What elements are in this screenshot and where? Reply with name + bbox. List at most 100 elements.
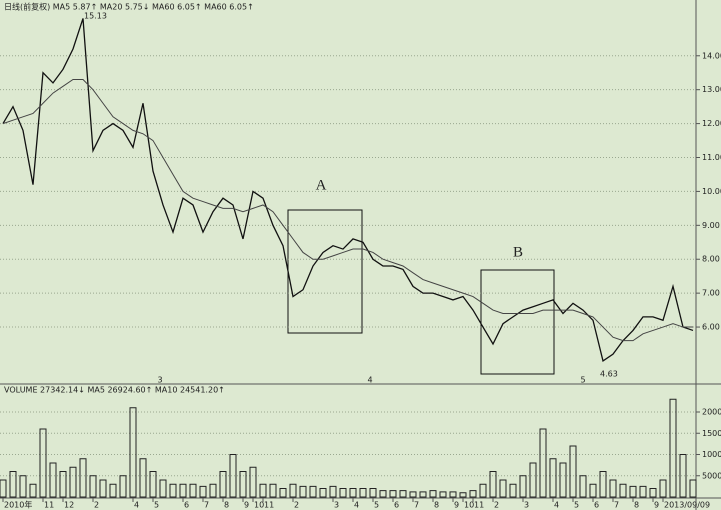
volume-bar: [139, 458, 147, 498]
volume-bar: [149, 471, 157, 498]
volume-bar: [159, 479, 167, 498]
x-tick-label: 3: [334, 501, 339, 510]
volume-bar: [389, 490, 397, 498]
volume-bar: [589, 483, 597, 498]
x-tick-label: 8: [224, 501, 229, 510]
price-header: 日线(前复权) MA5 5.87↑ MA20 5.75↓ MA60 6.05↑ …: [4, 2, 254, 12]
x-tick-label: 8: [634, 501, 639, 510]
volume-bar: [499, 479, 507, 498]
volume-bar: [569, 445, 577, 498]
volume-bar: [479, 483, 487, 498]
x-tick-label: 3: [524, 501, 529, 510]
volume-bar: [179, 483, 187, 498]
y-tick-label: 10000: [702, 450, 721, 459]
y-tick-label: 9.00: [702, 221, 720, 230]
volume-bar: [439, 491, 447, 498]
x-tick-label: 11: [474, 501, 484, 510]
volume-bar: [559, 462, 567, 498]
volume-bar: [299, 485, 307, 498]
x-tick-label: 2010年: [4, 500, 32, 510]
volume-bar: [629, 485, 637, 498]
volume-header: VOLUME 27342.14↓ MA5 26924.60↑ MA10 2454…: [4, 386, 225, 395]
annotation: B: [513, 244, 523, 260]
volume-bar: [579, 475, 587, 498]
x-tick-label: 4: [354, 501, 359, 510]
x-tick-label: 10: [464, 501, 474, 510]
x-tick-label: 2: [294, 501, 299, 510]
volume-bar: [199, 485, 207, 498]
y-tick-label: 5000: [702, 471, 721, 480]
y-tick-label: 7.00: [702, 289, 720, 298]
volume-bar: [319, 488, 327, 498]
price-line: [2, 18, 694, 363]
y-tick-label: 14.00: [702, 51, 721, 60]
y-tick-label: 10.00: [702, 187, 721, 196]
volume-bar: [619, 483, 627, 498]
volume-bar: [229, 454, 237, 498]
y-tick-label: 20000: [702, 408, 721, 417]
volume-bar: [349, 488, 357, 498]
annotation: 4.63: [600, 370, 618, 379]
annotation: A: [316, 177, 327, 193]
volume-bar: [329, 485, 337, 498]
volume-bar: [59, 471, 67, 498]
x-tick-label: 6: [184, 501, 189, 510]
x-tick-label: 7: [614, 501, 619, 510]
x-tick-label: 4: [134, 501, 139, 510]
volume-bar: [449, 491, 457, 498]
y-tick-label: 12.00: [702, 119, 721, 128]
volume-bar: [219, 471, 227, 498]
y-tick-label: 8.00: [702, 255, 720, 264]
volume-bar: [549, 458, 557, 498]
volume-bar: [339, 488, 347, 498]
volume-bar: [309, 485, 317, 498]
volume-bar: [409, 491, 417, 498]
x-tick-label: 9: [654, 501, 659, 510]
x-tick-label: 5: [574, 501, 579, 510]
volume-bar: [99, 479, 107, 498]
y-tick-label: 13.00: [702, 85, 721, 94]
volume-bar: [649, 488, 657, 498]
x-tick-label: 5: [154, 501, 159, 510]
y-tick-label: 15000: [702, 429, 721, 438]
volume-bar: [169, 483, 177, 498]
volume-bar: [359, 488, 367, 498]
volume-bar: [609, 479, 617, 498]
volume-bar: [249, 466, 257, 498]
volume-bar: [529, 462, 537, 498]
x-tick-label: 10: [254, 501, 264, 510]
period-marker: 5: [580, 376, 585, 385]
x-tick-label: 6: [594, 501, 599, 510]
y-tick-label: 6.00: [702, 323, 720, 332]
volume-bar: [49, 462, 57, 498]
volume-bar: [379, 490, 387, 498]
volume-bar: [469, 490, 477, 498]
volume-bar: [539, 428, 547, 498]
volume-bar: [399, 490, 407, 498]
x-tick-label: 6: [394, 501, 399, 510]
x-tick-label: 9: [244, 501, 249, 510]
volume-bar: [29, 483, 37, 498]
volume-bar: [459, 492, 467, 498]
volume-bar: [269, 483, 277, 498]
x-tick-label: 9: [454, 501, 459, 510]
volume-bar: [109, 483, 117, 498]
volume-bar: [19, 475, 27, 498]
volume-bar: [69, 466, 77, 498]
volume-bar: [519, 475, 527, 498]
volume-bar: [639, 485, 647, 498]
x-tick-label: 11: [44, 501, 54, 510]
price-line: [2, 79, 693, 342]
volume-bar: [419, 491, 427, 498]
x-tick-label: 5: [374, 501, 379, 510]
volume-bar: [0, 479, 7, 498]
volume-bar: [289, 483, 297, 498]
volume-bar: [679, 454, 687, 498]
volume-bar: [209, 483, 217, 498]
volume-bar: [39, 428, 47, 498]
volume-bar: [79, 458, 87, 498]
x-tick-label: 12: [64, 501, 74, 510]
x-tick-label: 7: [204, 501, 209, 510]
